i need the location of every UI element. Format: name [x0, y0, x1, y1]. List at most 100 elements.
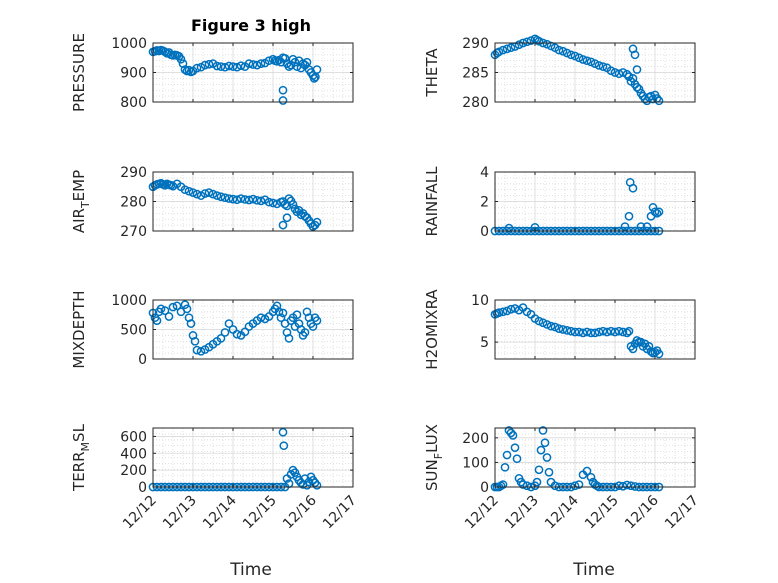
data-point	[586, 57, 596, 67]
data-point	[164, 312, 174, 321]
data-point	[626, 481, 636, 491]
data-point	[570, 51, 580, 61]
data-point	[648, 203, 658, 212]
y-tick-label: 5	[480, 335, 489, 351]
data-point	[278, 85, 288, 95]
data-point	[636, 337, 646, 347]
data-point	[538, 318, 548, 328]
data-point	[582, 56, 592, 66]
data-point	[522, 37, 532, 47]
data-point	[244, 59, 254, 69]
data-point	[498, 480, 508, 489]
y-axis-label: RAINFALL	[423, 166, 441, 237]
data-point	[232, 195, 242, 205]
data-point	[156, 304, 166, 314]
data-point	[586, 472, 596, 482]
y-axis-label: H2OMIXRA	[423, 289, 441, 370]
y-tick-label: 500	[120, 323, 147, 339]
data-point	[586, 328, 596, 338]
y-axis-label-main: TERR	[70, 451, 88, 492]
data-point	[506, 43, 516, 53]
data-point	[196, 346, 206, 356]
data-point	[602, 327, 612, 337]
data-point	[236, 61, 246, 71]
data-point	[212, 191, 222, 200]
data-point	[606, 66, 616, 76]
data-point	[502, 44, 512, 54]
y-tick-label: 0	[480, 480, 489, 496]
data-point	[308, 322, 318, 331]
data-point	[276, 313, 286, 323]
data-point	[526, 36, 536, 45]
minor-grid	[153, 172, 353, 231]
data-point	[208, 189, 218, 199]
data-point	[578, 328, 588, 338]
y-axis-label: AIRTEMP	[70, 170, 92, 233]
data-point	[264, 197, 274, 207]
data-point	[172, 301, 182, 311]
data-point	[542, 453, 552, 462]
x-tick-label: 12/12	[462, 493, 502, 533]
data-point	[594, 327, 604, 337]
data-point	[654, 207, 664, 217]
y-axis-label: MIXDEPTH	[70, 290, 88, 368]
x-tick-label: 12/14	[200, 492, 240, 532]
x-axis-label-left: Time	[229, 560, 272, 580]
data-point	[216, 192, 226, 202]
data-point	[180, 300, 190, 310]
data-point	[216, 334, 226, 343]
data-point	[186, 319, 196, 328]
major-grid	[495, 172, 695, 231]
data-point	[644, 342, 654, 351]
data-point	[224, 61, 234, 71]
x-tick-label: 12/15	[240, 493, 280, 533]
data-point	[558, 46, 568, 56]
minor-grid	[153, 428, 353, 487]
data-point	[168, 302, 178, 312]
data-point	[224, 194, 234, 203]
data-point	[570, 327, 580, 337]
data-point	[598, 326, 608, 336]
data-point	[554, 324, 564, 334]
subplot-pressure: 800 900 1000 PRESSURE	[70, 33, 354, 112]
data-point	[634, 84, 644, 94]
data-point	[648, 94, 658, 104]
major-grid	[495, 428, 695, 487]
data-point	[558, 325, 568, 334]
data-point	[298, 59, 308, 69]
data-point	[504, 223, 514, 233]
data-point	[534, 465, 544, 475]
y-tick-label: 280	[120, 195, 147, 211]
data-point	[618, 68, 628, 77]
data-point	[192, 345, 202, 355]
data-point	[204, 188, 214, 197]
data-point	[160, 306, 170, 315]
data-point	[624, 211, 634, 221]
data-point	[622, 69, 632, 79]
y-axis-label-subscript: T	[79, 201, 92, 209]
data-point	[508, 431, 518, 440]
data-point	[536, 445, 546, 455]
data-point	[312, 316, 322, 325]
data-point	[284, 194, 294, 203]
x-tick-label: 12/16	[280, 492, 320, 532]
x-tick-label: 12/14	[542, 492, 582, 532]
data-point	[256, 59, 266, 69]
data-point	[184, 65, 194, 75]
data-point	[498, 45, 508, 55]
data-point	[642, 222, 652, 231]
data-point	[620, 222, 630, 231]
data-point	[500, 462, 510, 472]
data-point	[236, 194, 246, 203]
y-axis-label: PRESSURE	[70, 33, 88, 112]
data-point	[550, 322, 560, 332]
data-point	[582, 466, 592, 476]
data-point	[518, 480, 528, 489]
y-tick-label: 200	[120, 463, 147, 479]
data-point	[182, 304, 192, 314]
data-point	[256, 196, 266, 206]
data-point	[506, 428, 516, 438]
data-point	[290, 468, 300, 478]
data-point	[300, 328, 310, 337]
data-point	[252, 60, 262, 70]
